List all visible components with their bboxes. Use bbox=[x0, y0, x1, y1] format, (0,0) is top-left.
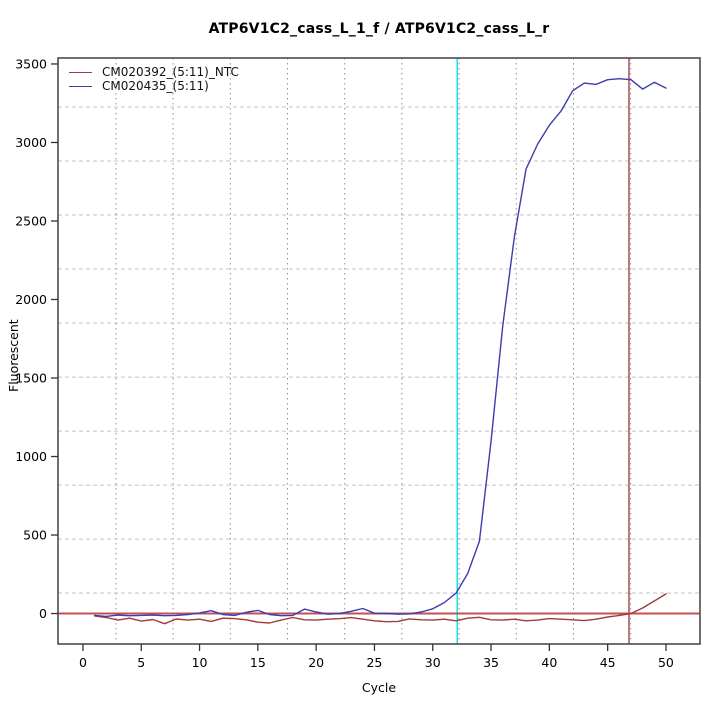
x-tick-label: 50 bbox=[658, 655, 674, 670]
y-tick-label: 3500 bbox=[15, 56, 47, 71]
series-line-0 bbox=[93, 593, 667, 625]
x-axis-title: Cycle bbox=[361, 680, 397, 695]
plot-frame bbox=[57, 57, 701, 645]
legend-item-ntc: CM020392_(5:11)_NTC bbox=[69, 66, 239, 80]
legend-label-sample: CM020435_(5:11) bbox=[102, 78, 209, 93]
y-tick-label: 2500 bbox=[15, 213, 47, 228]
x-tick-label: 5 bbox=[137, 655, 145, 670]
x-tick-label: 15 bbox=[250, 655, 266, 670]
x-tick-label: 35 bbox=[483, 655, 499, 670]
y-tick-label: 500 bbox=[23, 528, 47, 543]
x-tick-label: 20 bbox=[308, 655, 324, 670]
y-tick-label: 2000 bbox=[15, 292, 47, 307]
legend-line-swatch-ntc bbox=[69, 72, 92, 74]
legend-label-ntc: CM020392_(5:11)_NTC bbox=[102, 65, 239, 80]
legend-item-sample: CM020435_(5:11) bbox=[69, 78, 239, 94]
x-tick-label: 30 bbox=[425, 655, 441, 670]
y-tick-label: 1500 bbox=[15, 371, 47, 386]
y-tick-label: 3000 bbox=[15, 135, 47, 150]
x-tick-label: 45 bbox=[600, 655, 616, 670]
series-line-1 bbox=[93, 77, 667, 618]
y-axis-title-text: Fluorescent bbox=[6, 319, 21, 392]
x-tick-label: 25 bbox=[366, 655, 382, 670]
x-tick-label: 10 bbox=[192, 655, 208, 670]
legend-line-swatch-sample bbox=[69, 85, 92, 87]
x-tick-label: 40 bbox=[541, 655, 557, 670]
y-tick-label: 1000 bbox=[15, 449, 47, 464]
x-tick-label: 0 bbox=[79, 655, 87, 670]
chart-title: ATP6V1C2_cass_L_1_f / ATP6V1C2_cass_L_r bbox=[208, 21, 550, 37]
legend: CM020392_(5:11)_NTC CM020435_(5:11) bbox=[69, 66, 239, 93]
y-tick-label: 0 bbox=[39, 606, 47, 621]
